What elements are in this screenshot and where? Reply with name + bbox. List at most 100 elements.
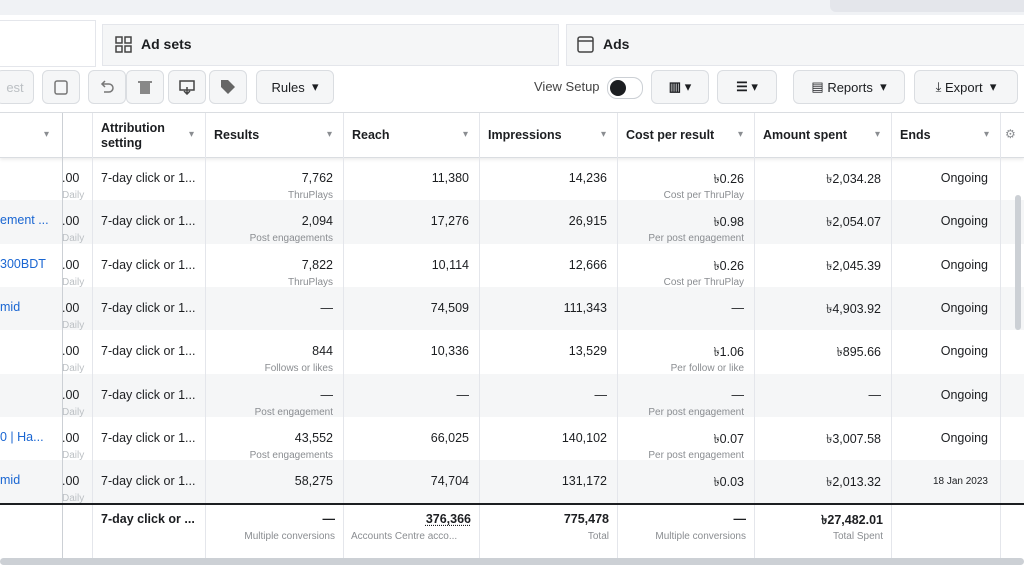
tab-ad-sets[interactable]: Ad sets [102,24,559,66]
spent: ৳895.66 [836,345,881,360]
budget: .00 [62,300,80,315]
results-sub: Post engagements [249,449,333,461]
button[interactable]: est [0,70,34,104]
tab-label: Ad sets [141,36,192,52]
total-attribution: 7-day click or ... [101,512,195,527]
budget: .00 [62,387,80,402]
column-divider [479,113,480,559]
column-header: Impressions [488,128,562,142]
spent: ৳2,054.07 [826,215,881,230]
column-header: Cost per result [626,128,715,142]
breakdown-button[interactable]: ☰ ▾ [717,70,777,104]
reach: 66,025 [430,430,469,445]
column-divider [205,113,206,559]
cost: ৳1.06 [713,345,744,360]
sort-arrow: ▾ [875,129,881,140]
total-spent: ৳27,482.01 [821,513,883,528]
budget-period: Daily [62,233,85,245]
attribution: 7-day click or 1... [101,430,196,445]
sort-arrow: ▾ [738,129,744,140]
results: 2,094 [301,214,333,229]
total-results: — [322,512,336,527]
column-divider [343,113,344,559]
results: 7,762 [301,171,333,185]
cost-sub: Per post engagement [648,233,744,245]
vertical-scrollbar[interactable] [1015,195,1021,330]
results-sub: ThruPlays [287,190,333,201]
column-divider [92,113,93,559]
cost: ৳0.07 [713,431,744,446]
budget: .00 [62,344,80,359]
tag-button[interactable] [209,70,247,104]
reach: 11,380 [431,171,469,185]
results: 43,552 [294,430,333,445]
results-sub: Post engagements [249,233,333,245]
budget: .00 [62,257,80,272]
sort-arrow: ▾ [189,129,195,140]
view-setup-toggle[interactable] [607,77,643,99]
column-header: Reach [352,128,390,142]
budget-period: Daily [62,319,85,331]
column-header: Results [214,128,260,142]
columns-button[interactable]: ▥ ▾ [651,70,709,104]
ends: Ongoing [940,300,988,315]
ad-set-name: 0 | Ha... [0,429,44,444]
spent: ৳2,013.32 [826,475,881,490]
button-label: Export [945,79,983,95]
cost-sub: Cost per ThruPlay [663,190,744,201]
settings-icon: ⚙ [1005,127,1016,141]
budget: .00 [62,474,80,489]
undo-button[interactable] [88,70,126,104]
budget-period: Daily [62,493,85,505]
spent: ৳2,045.39 [826,258,881,273]
attribution: 7-day click or 1... [101,474,196,489]
reach: — [456,387,470,402]
spent: ৳4,903.92 [826,301,881,316]
results: — [320,300,334,315]
horizontal-scrollbar[interactable] [0,558,1024,565]
button-label: est [6,79,24,95]
totals-row [0,503,1024,506]
icon [179,80,195,95]
icon [100,80,114,93]
total-results-sub: Multiple conversions [244,531,335,543]
sort-arrow: ▾ [463,129,469,140]
impressions: 140,102 [561,430,607,445]
export-button[interactable]: ⤓ Export ▾ [914,70,1018,104]
impressions: 14,236 [568,171,607,185]
budget-period: Daily [62,406,85,418]
toggle-knob [610,80,626,96]
header-row [0,113,1024,158]
rules-button[interactable]: Rules ▾ [256,70,334,104]
export-ad-button[interactable] [168,70,206,104]
total-cost-sub: Multiple conversions [655,531,746,543]
results: 7,822 [301,257,333,272]
cost: ৳0.98 [713,215,744,230]
total-spent-sub: Total Spent [832,531,883,543]
reach: 17,276 [430,214,469,229]
tab-ads[interactable]: Ads [566,24,1024,66]
reach: 74,509 [430,300,469,315]
reports-button[interactable]: ▤ Reports ▾ [793,70,905,104]
results-sub: Follows or likes [264,363,333,375]
duplicate-button[interactable] [42,70,80,104]
data-table: ▾ Attribution setting ▾ Results ▾ Reach ▾ Impre… [0,112,1024,559]
attribution: 7-day click or 1... [101,257,196,272]
tab-campaigns[interactable] [0,20,96,67]
reach: 74,704 [430,474,469,489]
results: 58,275 [294,474,333,489]
budget: .00 [62,171,80,185]
delete-button[interactable] [126,70,164,104]
spent: ৳2,034.28 [826,172,881,186]
column-divider [62,113,63,559]
sort-arrow: ▾ [984,129,990,140]
budget-period: Daily [62,363,85,375]
column-divider [754,113,755,559]
impressions: 13,529 [568,344,607,359]
attribution: 7-day click or 1... [101,344,196,359]
ad-set-name: mid [0,473,21,488]
reach: 10,336 [430,344,469,359]
sort-arrow: ▾ [601,129,607,140]
budget-period: Daily [62,190,85,201]
